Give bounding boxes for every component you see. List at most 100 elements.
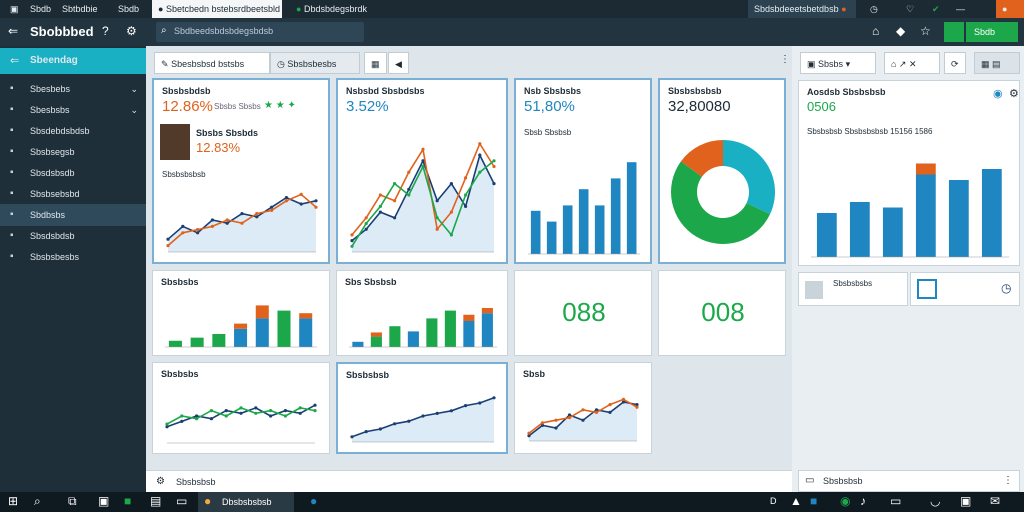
sidebar-item-6[interactable]: ▪ Sbsbsebsbd — [0, 183, 146, 205]
notification-icon[interactable]: ◆ — [896, 24, 906, 38]
cloud-icon[interactable]: ■ — [810, 494, 818, 508]
bar — [299, 318, 313, 347]
sidebar-item-1[interactable]: ▪ Sbesbebs ⌄ — [0, 78, 146, 100]
grid-icon[interactable]: ▦ ▤ — [974, 52, 1020, 74]
bar-top — [234, 323, 248, 329]
tray-icon[interactable]: D — [770, 496, 777, 506]
calendar-icon[interactable]: ▦ — [364, 52, 387, 74]
right-bottom-card-2[interactable]: ◷ — [910, 272, 1020, 306]
card-10[interactable]: Sbsbsbsb — [336, 362, 508, 454]
windows-start-icon[interactable]: ⊞ — [8, 494, 19, 508]
sidebar-item-5[interactable]: ▪ Sbsdsbsdb — [0, 162, 146, 184]
clock-icon[interactable]: ◷ — [870, 4, 878, 14]
arrow-icon[interactable]: ◀ — [388, 52, 409, 74]
heart-icon[interactable]: ♡ — [906, 4, 915, 14]
menu-item-3[interactable]: Sbdb — [118, 4, 140, 14]
back-icon[interactable]: ⇐ — [8, 24, 19, 38]
folder-icon[interactable]: ▤ — [150, 494, 162, 508]
tools-button[interactable]: ⌂ ↗ ✕ — [884, 52, 940, 74]
sidebar-item-3[interactable]: ▪ Sbsdebdsbdsb — [0, 120, 146, 142]
bar — [277, 310, 291, 347]
card-11[interactable]: Sbsb — [514, 362, 652, 454]
line-chart-10 — [350, 396, 496, 443]
chat-icon[interactable] — [944, 22, 964, 42]
home-icon[interactable]: ⌂ — [872, 24, 880, 38]
check-icon[interactable]: ◉ — [993, 88, 1003, 100]
store-icon[interactable]: ▣ — [98, 494, 110, 508]
wifi-icon[interactable]: ◡ — [930, 494, 941, 508]
settings-icon[interactable]: ⚙ — [1009, 88, 1019, 100]
browser-tab-2[interactable]: ● Dbdsbdegsbrdk — [296, 4, 367, 14]
task-view-icon[interactable]: ⧉ — [68, 494, 77, 508]
sidebar-header[interactable]: ⇐ Sbeendag — [0, 48, 146, 74]
data-point — [270, 205, 274, 209]
sidebar-item-7[interactable]: ▪ Sbdbsbs — [0, 204, 146, 226]
star-icon[interactable]: ☆ — [920, 24, 931, 38]
settings-icon[interactable]: ⚙ — [126, 24, 137, 38]
card-4[interactable]: Sbsbsbsbsb 32,80080 — [658, 78, 786, 264]
minimize-icon[interactable]: — — [956, 4, 965, 14]
clock-icon[interactable]: ◷ — [1001, 281, 1012, 295]
app-icon[interactable]: ■ — [124, 494, 132, 508]
data-point — [284, 196, 288, 200]
chat-icon[interactable]: ✉ — [990, 494, 1001, 508]
close-window-icon[interactable]: ● — [996, 0, 1024, 18]
sidebar-item-2[interactable]: ▪ Sbesbsbs ⌄ — [0, 99, 146, 121]
volume-icon[interactable]: ♪ — [860, 494, 866, 508]
network-icon[interactable]: ▲ — [790, 494, 802, 508]
check-icon[interactable]: ✔ — [932, 4, 940, 14]
right-tab[interactable]: Sbdsbdeeetsbetdbsb ● — [748, 0, 856, 18]
card-8[interactable]: 008 — [658, 270, 786, 356]
bar — [444, 310, 456, 347]
right-footer[interactable]: ▭ Sbsbsbsb ⋮ — [798, 470, 1020, 492]
card-7[interactable]: 088 — [514, 270, 652, 356]
data-point — [364, 227, 368, 231]
card-2[interactable]: Nsbsbd Sbsbdsbs 3.52% — [336, 78, 508, 264]
terminal-icon[interactable]: ▭ — [176, 494, 188, 508]
close-icon[interactable]: × — [286, 4, 292, 14]
more-icon[interactable]: ⋮ — [1003, 475, 1013, 486]
right-bottom-card[interactable]: Sbsbsbsbs — [798, 272, 908, 306]
action-button[interactable]: Sbdb — [966, 22, 1018, 42]
search-field[interactable]: ⌕ Sbdbeedsbdsbdegsbdsb — [156, 22, 364, 42]
card-5[interactable]: Sbsbsbs — [152, 270, 330, 356]
data-point — [255, 215, 259, 219]
os-menu-icon[interactable]: ▣ — [10, 4, 19, 14]
sidebar-item-9[interactable]: ▪ Sbsbsbesbs — [0, 246, 146, 268]
data-point — [554, 418, 558, 422]
filter-button[interactable]: ✎ Sbesbsbsd bstsbs — [154, 52, 270, 74]
refresh-icon[interactable]: ⟳ — [944, 52, 966, 74]
right-dropdown[interactable]: ▣ Sbsbs ▾ — [800, 52, 876, 74]
card-9[interactable]: Sbsbsbs — [152, 362, 330, 454]
search-icon[interactable]: ⌕ — [34, 494, 41, 508]
security-icon[interactable]: ◉ — [840, 494, 851, 508]
data-point — [492, 396, 496, 400]
thumbnail — [805, 281, 823, 299]
edge-icon[interactable]: ● — [310, 494, 318, 508]
right-card[interactable]: Aosdsb Sbsbsbsb 0506 ◉ ⚙ Sbsbsbsb Sbsbsb… — [798, 80, 1020, 266]
help-icon[interactable]: ? — [102, 24, 109, 38]
chart-title: Sbsbsbsbsb — [162, 170, 206, 179]
data-point — [635, 403, 639, 407]
menu-item-2[interactable]: Sbtbdbie — [62, 4, 98, 14]
menu-item-1[interactable]: Sbdb — [30, 4, 52, 14]
browser-tab-active[interactable]: ● Sbetcbedn bstebsrdbeetsbld × — [152, 0, 292, 18]
tray-icon-2[interactable]: ▣ — [960, 494, 972, 508]
taskbar-app-browser[interactable]: ● Dbsbsbsbsb — [198, 492, 294, 512]
data-point — [407, 187, 411, 191]
more-icon[interactable]: ⋮ — [780, 54, 790, 65]
data-point — [350, 244, 354, 248]
battery-icon[interactable]: ▭ — [890, 494, 902, 508]
area-fill — [352, 155, 494, 252]
line-chart-11 — [527, 397, 639, 442]
sidebar-item-4[interactable]: ▪ Sbsbsegsb — [0, 141, 146, 163]
card-1[interactable]: Sbsbsbdsb 12.86% Sbsbs Sbsbs ★ ★ ✦ Sbsbs… — [152, 78, 330, 264]
stacked-bar-chart — [811, 163, 1009, 258]
main-footer[interactable]: ⚙ Sbsbsbsb — [146, 470, 792, 492]
sidebar-item-8[interactable]: ▪ Sbsdsbdsb — [0, 225, 146, 247]
card-3[interactable]: Nsb Sbsbsbs 51,80% Sbsb Sbsbsb — [514, 78, 652, 264]
card-6[interactable]: Sbs Sbsbsb — [336, 270, 508, 356]
data-point — [255, 212, 259, 216]
mode-button[interactable]: ◷ Sbsbsbesbs — [270, 52, 360, 74]
data-point — [421, 414, 425, 418]
